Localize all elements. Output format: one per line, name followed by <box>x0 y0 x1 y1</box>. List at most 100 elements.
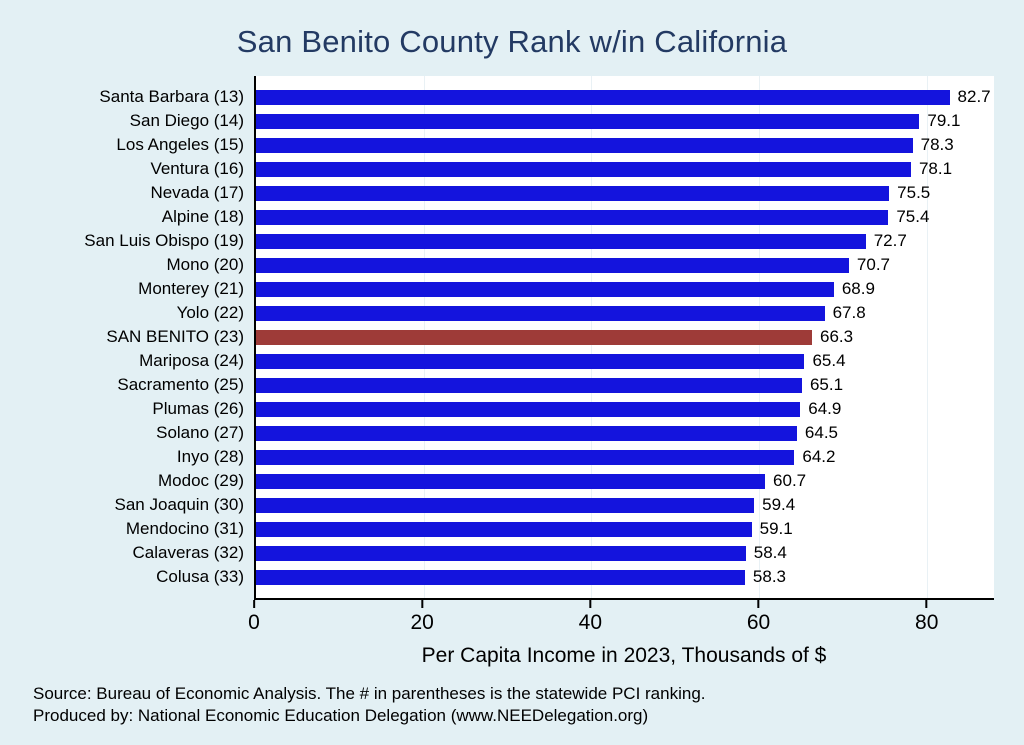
chart-row: 78.1 <box>256 157 994 181</box>
chart-row: 79.1 <box>256 109 994 133</box>
value-label: 68.9 <box>841 279 875 298</box>
x-tick-mark <box>421 600 424 608</box>
x-tick: 60 <box>747 600 770 635</box>
chart-row: 60.7 <box>256 469 994 493</box>
chart-row: 75.4 <box>256 205 994 229</box>
category-label: Solano (27) <box>156 423 244 442</box>
category-label: Inyo (28) <box>176 447 244 466</box>
bar <box>256 569 745 585</box>
chart-row: 58.3 <box>256 565 994 589</box>
bar <box>256 497 755 513</box>
value-label: 58.3 <box>752 567 787 586</box>
chart-row: 59.4 <box>256 493 994 517</box>
value-label: 58.4 <box>753 543 787 562</box>
category-label: Mariposa (24) <box>139 351 244 370</box>
value-label: 67.8 <box>832 303 866 322</box>
value-label: 78.1 <box>918 159 953 178</box>
category-label: Monterey (21) <box>138 279 244 298</box>
bar <box>256 161 911 177</box>
chart-row: 64.2 <box>256 445 994 469</box>
category-label: SAN BENITO (23) <box>106 327 244 346</box>
chart-row: 59.1 <box>256 517 994 541</box>
chart-row: 75.5 <box>256 181 994 205</box>
x-axis: 0 20 40 60 80 <box>248 600 994 642</box>
bar-chart: Santa Barbara (13) San Diego (14) Los Ange… <box>16 76 994 668</box>
bar <box>256 425 797 441</box>
x-axis-title: Per Capita Income in 2023, Thousands of … <box>421 644 827 667</box>
chart-title: San Benito County Rank w/in California <box>236 24 788 59</box>
x-tick-label: 0 <box>248 611 260 634</box>
x-tick-label: 40 <box>578 611 603 634</box>
x-tick-mark <box>589 600 592 608</box>
value-label: 70.7 <box>856 255 890 274</box>
category-label: Mono (20) <box>166 255 244 274</box>
bar <box>256 281 834 297</box>
x-tick: 40 <box>579 600 602 635</box>
category-label: San Diego (14) <box>129 111 244 130</box>
chart-row: 65.1 <box>256 373 994 397</box>
category-label: Plumas (26) <box>152 399 244 418</box>
bar <box>256 473 766 489</box>
bar <box>256 545 746 561</box>
x-tick: 20 <box>410 600 434 635</box>
category-label: Modoc (29) <box>158 471 244 490</box>
value-label: 78.3 <box>920 135 954 154</box>
value-label: 59.4 <box>762 495 796 514</box>
bar <box>256 401 801 417</box>
category-label: San Luis Obispo (19) <box>84 231 244 250</box>
value-label: 79.1 <box>927 111 961 130</box>
bar <box>256 233 866 249</box>
chart-row: 64.9 <box>256 397 994 421</box>
x-tick-mark <box>925 600 928 608</box>
x-tick-label: 80 <box>915 611 939 634</box>
category-label: Colusa (33) <box>156 567 244 586</box>
source-note: Source: Bureau of Economic Analysis. The… <box>33 683 706 727</box>
value-label: 82.7 <box>957 87 991 106</box>
chart-row: 70.7 <box>256 253 994 277</box>
bar <box>256 521 752 537</box>
value-label: 65.4 <box>812 351 846 370</box>
chart-row: 58.4 <box>256 541 994 565</box>
chart-row: 78.3 <box>256 133 994 157</box>
producer-line: Produced by: National Economic Education… <box>33 705 649 725</box>
bar <box>256 377 802 393</box>
chart-row: 65.4 <box>256 349 994 373</box>
x-tick-label: 60 <box>746 611 771 634</box>
value-label: 64.2 <box>802 447 836 466</box>
bar <box>256 137 913 153</box>
bar <box>256 353 805 369</box>
chart-row: 67.8 <box>256 301 994 325</box>
bar <box>256 209 889 225</box>
value-label: 64.9 <box>808 399 842 418</box>
bar <box>256 113 920 129</box>
value-label: 75.4 <box>896 207 930 226</box>
category-labels: Santa Barbara (13) San Diego (14) Los Ange… <box>16 76 254 600</box>
chart-row: 82.7 <box>256 85 994 109</box>
bar <box>256 185 890 201</box>
gridline <box>926 76 928 598</box>
source-line: Source: Bureau of Economic Analysis. The… <box>33 683 706 703</box>
value-label: 64.5 <box>804 423 838 442</box>
highlight-bar <box>256 329 813 345</box>
category-label: Santa Barbara (13) <box>99 87 244 106</box>
value-label: 75.5 <box>897 183 931 202</box>
category-label: Sacramento (25) <box>117 375 244 394</box>
value-label: 66.3 <box>820 327 854 346</box>
category-label: Nevada (17) <box>150 183 244 202</box>
value-label: 60.7 <box>773 471 807 490</box>
x-tick-label: 20 <box>410 611 434 634</box>
category-label: San Joaquin (30) <box>114 495 244 514</box>
bar <box>256 89 950 105</box>
bar <box>256 449 795 465</box>
chart-row: 68.9 <box>256 277 994 301</box>
chart-row: 64.5 <box>256 421 994 445</box>
category-label: Calaveras (32) <box>132 543 245 562</box>
bar <box>256 305 825 321</box>
value-label: 59.1 <box>759 519 793 538</box>
chart-row: 72.7 <box>256 229 994 253</box>
bar <box>256 257 849 273</box>
chart-row: 66.3 <box>256 325 994 349</box>
x-tick: 80 <box>915 600 938 635</box>
value-label: 65.1 <box>809 375 844 394</box>
